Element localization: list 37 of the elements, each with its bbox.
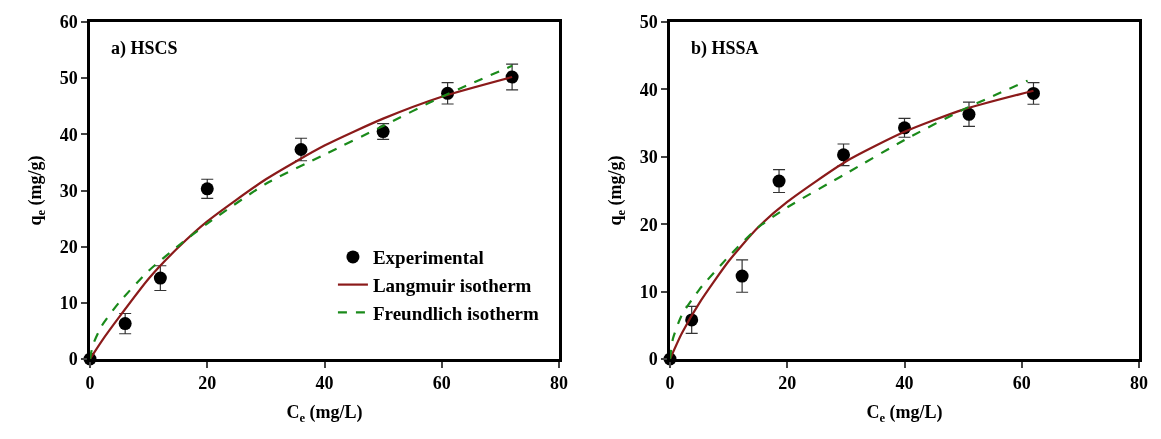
legend-label: Freundlich isotherm	[372, 302, 539, 324]
point	[153, 271, 167, 285]
point	[962, 107, 976, 121]
y-tick-label: 60	[59, 12, 78, 33]
x-axis-title: C$_{e}$ (mg/L)	[286, 402, 363, 426]
legend-label: Langmuir isotherm	[372, 275, 532, 296]
x-tick-label: 40	[895, 373, 914, 394]
x-tick-label: 60	[1012, 373, 1031, 394]
y-tick-label: 20	[59, 236, 78, 257]
y-tick-label: 10	[639, 281, 658, 302]
x-tick-label: 20	[198, 373, 217, 394]
x-tick-label: 0	[85, 373, 95, 394]
x-tick-label: 20	[778, 373, 797, 394]
y-tick-label: 40	[639, 79, 658, 100]
y-tick-label: 50	[639, 12, 658, 33]
y-tick-label: 50	[59, 68, 78, 89]
point	[772, 174, 786, 188]
y-tick-label: 40	[59, 124, 78, 145]
x-tick-label: 60	[432, 373, 451, 394]
point	[118, 317, 132, 331]
x-tick-label: 80	[1130, 373, 1148, 394]
legend-label: Experimental	[372, 247, 484, 269]
y-tick-label: 0	[68, 349, 78, 370]
y-tick-label: 0	[648, 349, 658, 370]
point	[735, 269, 749, 283]
y-tick-label: 20	[639, 214, 658, 235]
y-tick-label: 30	[59, 180, 78, 201]
x-tick-label: 0	[665, 373, 675, 394]
text: a) HSCS	[111, 38, 178, 59]
point	[294, 143, 308, 156]
y-tick-label: 30	[639, 147, 658, 168]
x-tick-label: 80	[550, 373, 568, 394]
x-tick-label: 40	[315, 373, 334, 394]
y-tick-label: 10	[59, 293, 78, 314]
point	[837, 148, 851, 162]
text: b) HSSA	[691, 38, 759, 59]
x-axis-title: C$_{e}$ (mg/L)	[866, 402, 943, 426]
